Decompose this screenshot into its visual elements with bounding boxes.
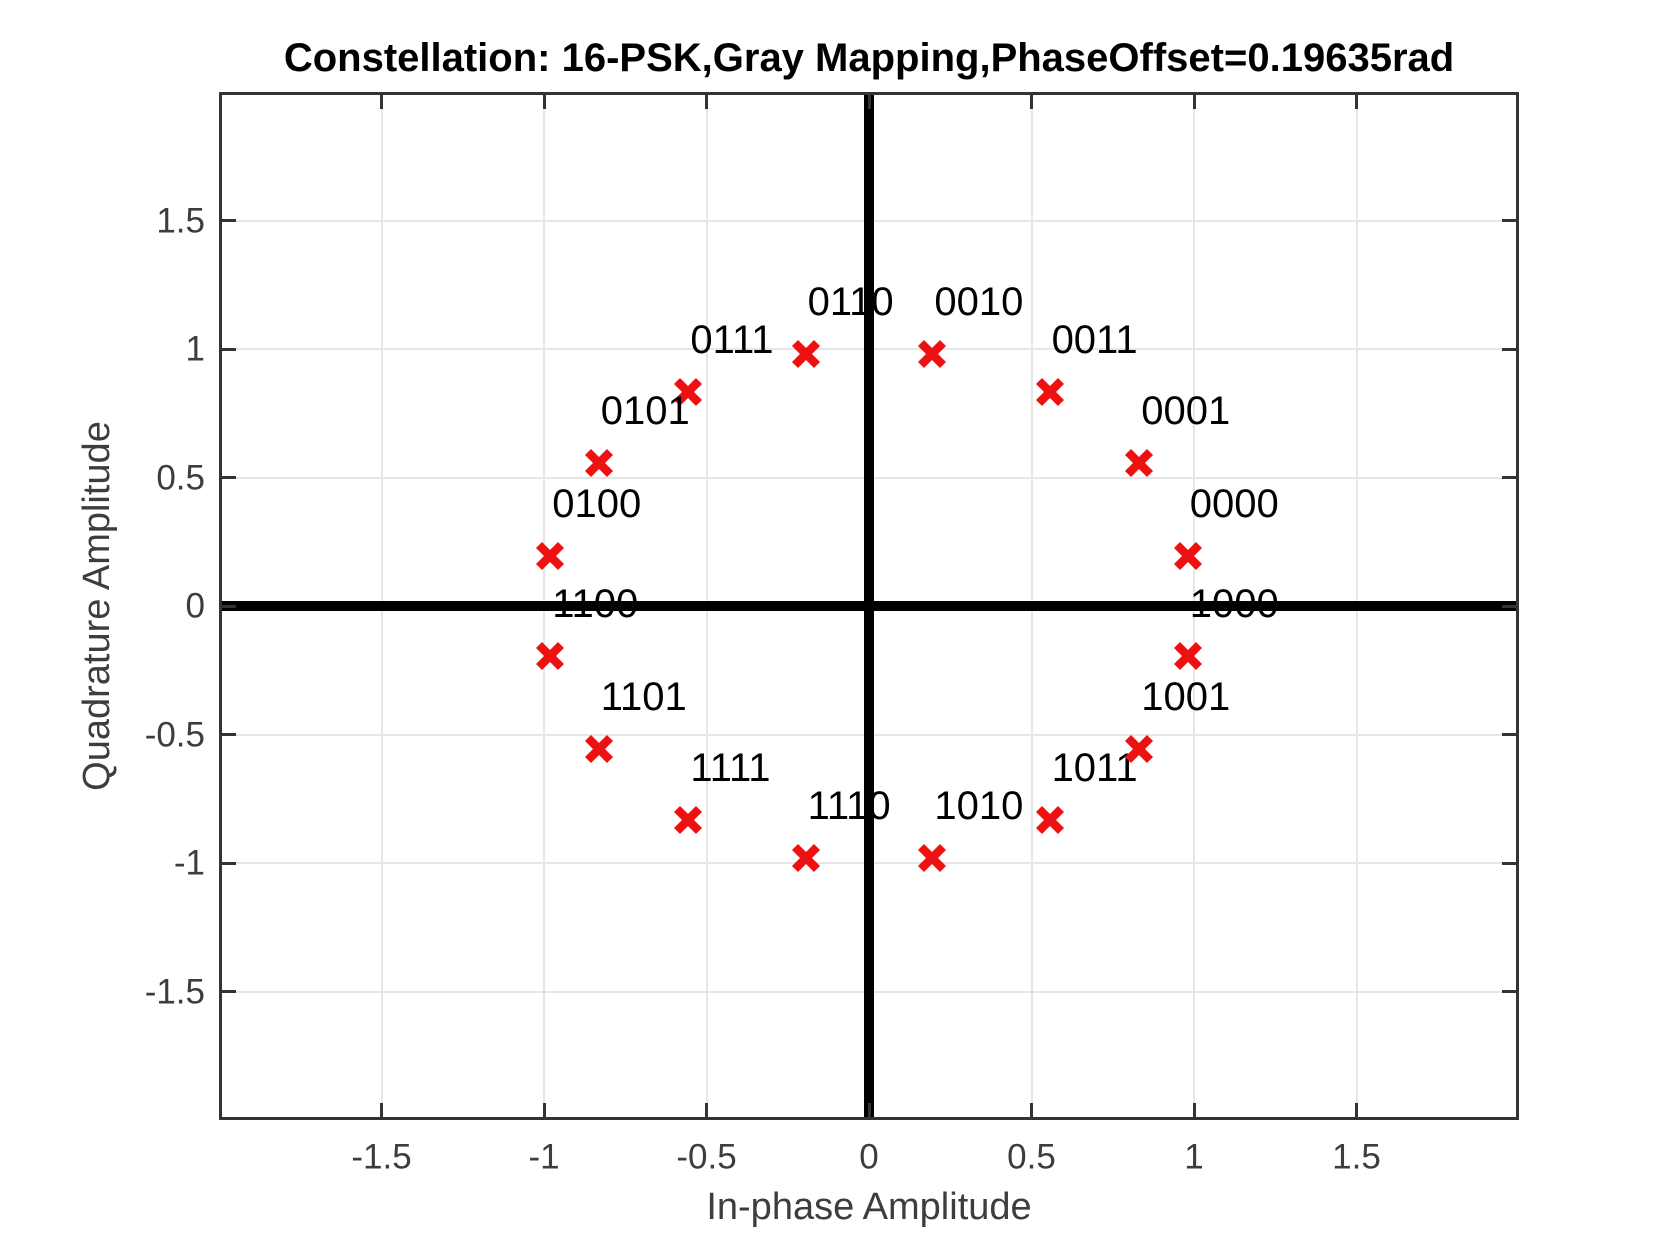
x-tick-mark-top xyxy=(1030,95,1033,109)
x-tick-mark-top xyxy=(705,95,708,109)
constellation-point-marker-0101 xyxy=(582,446,616,480)
x-marker-icon xyxy=(1173,642,1202,671)
x-tick-label-0: 0 xyxy=(859,1137,879,1177)
y-tick-mark-left xyxy=(222,990,236,993)
constellation-point-marker-0111 xyxy=(671,375,705,409)
x-tick-mark-bottom xyxy=(542,1103,546,1117)
y-tick-mark-left xyxy=(222,861,236,865)
constellation-point-marker-0100 xyxy=(533,539,567,573)
x-tick-label--1.5: -1.5 xyxy=(351,1137,412,1177)
symbol-label-0000: 0000 xyxy=(1189,481,1279,526)
constellation-point-marker-1000 xyxy=(1171,639,1205,673)
x-marker-icon xyxy=(918,339,947,368)
symbol-label-1101: 1101 xyxy=(600,674,687,719)
x-tick-mark-bottom xyxy=(1355,1103,1358,1117)
symbol-label-1011: 1011 xyxy=(1051,745,1138,790)
plot-area: 0000 0001 0011 0010 0110 0111 0101 0100 1100 1101… xyxy=(219,92,1519,1120)
constellation-point-marker-1001 xyxy=(1122,732,1156,766)
y-tick-mark-right xyxy=(1502,733,1516,736)
x-tick-mark-top xyxy=(1355,95,1358,109)
y-axis-label: Quadrature Amplitude xyxy=(76,421,118,791)
symbol-label-0001: 0001 xyxy=(1141,389,1231,434)
y-zero-axis-line xyxy=(222,601,1516,611)
y-tick-label-1.5: 1.5 xyxy=(156,201,205,240)
chart-title: Constellation: 16-PSK,Gray Mapping,Phase… xyxy=(283,36,1455,80)
x-marker-icon xyxy=(1173,541,1202,570)
y-tick-label-1: 1 xyxy=(185,329,205,369)
y-tick-mark-right xyxy=(1502,990,1516,993)
symbol-label-0100: 0100 xyxy=(552,481,642,526)
y-tick-mark-right xyxy=(1502,604,1516,608)
symbol-label-0101: 0101 xyxy=(600,389,690,434)
x-marker-icon xyxy=(1035,805,1064,834)
y-tick-mark-right xyxy=(1502,861,1516,865)
x-marker-icon xyxy=(1125,734,1154,763)
y-tick-label-0.5: 0.5 xyxy=(156,458,205,497)
y-tick-mark-left xyxy=(222,476,236,479)
y-tick-mark-right xyxy=(1502,219,1516,222)
x-marker-icon xyxy=(536,541,565,570)
y-tick-mark-right xyxy=(1502,476,1516,479)
symbol-label-0010: 0010 xyxy=(934,279,1024,324)
y-tick-mark-left xyxy=(222,347,236,351)
constellation-point-marker-0011 xyxy=(1033,375,1067,409)
x-marker-icon xyxy=(1035,378,1064,407)
symbol-label-0111: 0111 xyxy=(690,318,774,363)
x-marker-icon xyxy=(584,449,613,478)
x-tick-mark-top xyxy=(867,95,871,109)
x-tick-mark-bottom xyxy=(705,1103,708,1117)
symbol-label-1111: 1111 xyxy=(690,745,771,790)
y-tick-mark-left xyxy=(222,733,236,736)
y-tick-label-0: 0 xyxy=(185,586,205,626)
symbol-label-1001: 1001 xyxy=(1141,674,1231,719)
constellation-point-marker-1010 xyxy=(915,841,949,875)
y-tick-label--1: -1 xyxy=(173,843,205,883)
symbol-label-1010: 1010 xyxy=(934,784,1024,829)
constellation-point-marker-0001 xyxy=(1122,446,1156,480)
x-tick-mark-top xyxy=(380,95,383,109)
symbol-label-1100: 1100 xyxy=(552,582,639,627)
constellation-point-marker-0110 xyxy=(789,337,823,371)
constellation-point-marker-1100 xyxy=(533,639,567,673)
x-tick-mark-bottom xyxy=(1192,1103,1196,1117)
x-tick-label--1: -1 xyxy=(528,1137,560,1177)
symbol-label-1110: 1110 xyxy=(807,784,891,829)
y-tick-label--1.5: -1.5 xyxy=(144,972,205,1011)
y-tick-mark-right xyxy=(1502,347,1516,351)
y-tick-mark-left xyxy=(222,604,236,608)
x-marker-icon xyxy=(674,378,703,407)
symbol-label-1000: 1000 xyxy=(1189,582,1279,627)
constellation-point-marker-0010 xyxy=(915,337,949,371)
x-tick-label-0.5: 0.5 xyxy=(1007,1137,1056,1177)
symbol-label-0110: 0110 xyxy=(807,279,894,324)
x-tick-mark-bottom xyxy=(867,1103,871,1117)
x-tick-mark-top xyxy=(542,95,546,109)
constellation-point-marker-1110 xyxy=(789,841,823,875)
x-tick-label-1.5: 1.5 xyxy=(1332,1137,1381,1177)
x-marker-icon xyxy=(674,805,703,834)
x-marker-icon xyxy=(791,339,820,368)
symbol-label-0011: 0011 xyxy=(1051,318,1138,363)
x-marker-icon xyxy=(791,844,820,873)
constellation-point-marker-0000 xyxy=(1171,539,1205,573)
constellation-point-marker-1111 xyxy=(671,803,705,837)
x-marker-icon xyxy=(1125,449,1154,478)
y-tick-mark-left xyxy=(222,219,236,222)
x-tick-mark-top xyxy=(1192,95,1196,109)
constellation-point-marker-1101 xyxy=(582,732,616,766)
x-tick-label--0.5: -0.5 xyxy=(676,1137,737,1177)
y-tick-label--0.5: -0.5 xyxy=(144,715,205,754)
x-tick-label-1: 1 xyxy=(1184,1137,1204,1177)
x-tick-mark-bottom xyxy=(380,1103,383,1117)
constellation-point-marker-1011 xyxy=(1033,803,1067,837)
x-tick-mark-bottom xyxy=(1030,1103,1033,1117)
x-marker-icon xyxy=(584,734,613,763)
x-marker-icon xyxy=(536,642,565,671)
x-marker-icon xyxy=(918,844,947,873)
x-axis-label: In-phase Amplitude xyxy=(706,1186,1032,1228)
